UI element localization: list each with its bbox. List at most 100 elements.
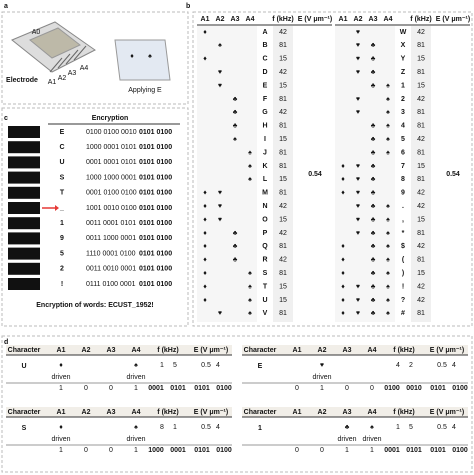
electrode xyxy=(57,53,71,69)
f-value: 81 xyxy=(279,163,287,170)
f-value: 15 xyxy=(417,216,425,223)
enc-code: 0001 0001 0101 xyxy=(86,159,137,166)
driven-label: driven xyxy=(51,436,70,443)
row-char: N xyxy=(262,203,267,210)
suit-icon: ♥ xyxy=(356,109,360,116)
d-char: E xyxy=(258,363,263,370)
f-value: 81 xyxy=(417,257,425,264)
f-code: 0001 xyxy=(170,447,186,454)
d-header: A3 xyxy=(343,409,352,416)
bit: 0 xyxy=(320,447,324,454)
suit-icon: ♦ xyxy=(341,283,345,290)
f-digit: 1 xyxy=(396,424,400,431)
suit-icon: ♥ xyxy=(320,362,324,369)
suit-icon: ♠ xyxy=(386,243,390,250)
f-code: 0001 xyxy=(384,447,400,454)
row-char: . xyxy=(402,203,404,210)
glyph: ♠ xyxy=(148,53,152,60)
suit-icon: ♠ xyxy=(248,310,252,317)
enc-code-e: 0101 0100 xyxy=(139,266,172,273)
row-char: * xyxy=(402,230,405,237)
f-value: 81 xyxy=(279,149,287,156)
suit-icon: ♦ xyxy=(341,310,345,317)
f-digit: 5 xyxy=(173,362,177,369)
row-char: 6 xyxy=(401,149,405,156)
photo xyxy=(8,217,40,230)
header-band xyxy=(242,407,468,417)
driven-label: driven xyxy=(312,374,331,381)
suit-icon: ♦ xyxy=(341,163,345,170)
f-code: 0010 xyxy=(406,385,422,392)
suit-icon: ♣ xyxy=(371,297,376,304)
bit: 1 xyxy=(370,447,374,454)
panel-label: d xyxy=(4,339,8,346)
d-header: A4 xyxy=(368,347,377,354)
f-value: 15 xyxy=(279,283,287,290)
row-char: ! xyxy=(402,283,404,290)
suit-icon: ♦ xyxy=(203,203,207,210)
f-column xyxy=(273,26,293,322)
photo xyxy=(8,141,40,154)
f-code: 0101 xyxy=(406,447,422,454)
suit-icon: ♣ xyxy=(371,42,376,49)
bit: 1 xyxy=(134,447,138,454)
row-char: D xyxy=(262,69,267,76)
d-header: Character xyxy=(244,347,277,354)
enc-code-e: 0101 0100 xyxy=(139,281,172,288)
f-digit: 2 xyxy=(409,362,413,369)
suit-icon: ♠ xyxy=(386,136,390,143)
f-value: 15 xyxy=(417,82,425,89)
enc-code: 1001 0010 0100 xyxy=(86,205,137,212)
row-char: , xyxy=(402,216,404,223)
photo xyxy=(8,232,40,245)
f-digit: 5 xyxy=(409,424,413,431)
d-header: E (V μm⁻¹) xyxy=(430,347,464,354)
suit-icon: ♥ xyxy=(356,203,360,210)
bit: 1 xyxy=(59,385,63,392)
device-label: Electrode xyxy=(6,77,38,84)
panel-frame xyxy=(192,11,473,327)
f-value: 42 xyxy=(417,96,425,103)
e-code: 0100 xyxy=(216,447,232,454)
suit-icon: ♣ xyxy=(233,257,238,264)
d-header: A3 xyxy=(107,347,116,354)
table-header: f (kHz) xyxy=(272,16,293,23)
row-char: G xyxy=(262,109,268,116)
table-header: E (V μm⁻¹) xyxy=(436,16,470,23)
enc-code-e: 0101 0100 xyxy=(139,174,172,181)
d-header: A2 xyxy=(318,409,327,416)
suit-icon: ♠ xyxy=(134,424,138,431)
f-value: 42 xyxy=(417,29,425,36)
d-header: f (kHz) xyxy=(393,347,414,354)
suit-icon: ♥ xyxy=(356,69,360,76)
f-value: 81 xyxy=(417,69,425,76)
enc-code-e: 0101 0100 xyxy=(139,205,172,212)
f-value: 42 xyxy=(279,109,287,116)
suit-icon: ♠ xyxy=(248,149,252,156)
f-value: 81 xyxy=(279,243,287,250)
row-char: Z xyxy=(401,69,406,76)
bit: 1 xyxy=(134,385,138,392)
f-value: 42 xyxy=(417,203,425,210)
row-char: ? xyxy=(401,297,405,304)
bit: 0 xyxy=(345,385,349,392)
suit-icon: ♣ xyxy=(371,243,376,250)
suit-icon: ♥ xyxy=(356,310,360,317)
d-header: A2 xyxy=(318,347,327,354)
row-char: S xyxy=(263,270,268,277)
e-digit: 4 xyxy=(452,362,456,369)
applying-label: Applying E xyxy=(128,87,162,94)
f-value: 15 xyxy=(279,56,287,63)
d-header: A3 xyxy=(343,347,352,354)
device-label: A4 xyxy=(80,65,89,72)
panel-label: a xyxy=(4,3,8,10)
icon-area xyxy=(335,26,395,322)
d-header: A1 xyxy=(293,409,302,416)
suit-icon: ♣ xyxy=(371,203,376,210)
suit-icon: ♥ xyxy=(218,82,222,89)
electrode xyxy=(73,45,87,61)
suit-icon: ♠ xyxy=(386,149,390,156)
f-value: 15 xyxy=(417,270,425,277)
suit-icon: ♠ xyxy=(248,163,252,170)
f-value: 42 xyxy=(417,190,425,197)
